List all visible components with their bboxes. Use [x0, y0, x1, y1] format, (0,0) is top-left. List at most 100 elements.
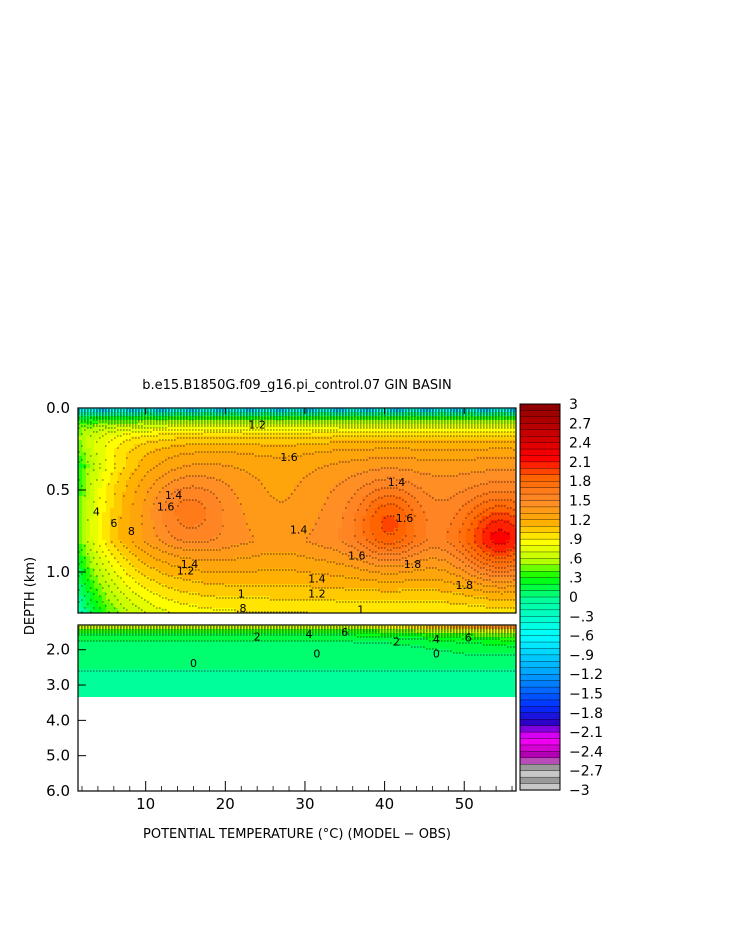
colorbar-band — [519, 448, 561, 457]
colorbar-label: .3 — [569, 571, 582, 587]
contour-label: 2 — [393, 636, 400, 649]
colorbar-band — [519, 513, 561, 521]
contour-label: .8 — [236, 602, 247, 615]
contour-label: 1.6 — [280, 451, 298, 464]
y-tick-label: 0.0 — [46, 399, 70, 417]
colorbar-band — [519, 538, 561, 547]
colorbar-band — [519, 686, 561, 695]
contour-label: 1.6 — [348, 550, 366, 563]
colorbar-band — [519, 622, 561, 630]
colorbar-band — [519, 680, 561, 688]
contour-label: 1.2 — [248, 418, 266, 431]
contour-label: 1.2 — [177, 564, 195, 577]
y-tick-label: 1.0 — [46, 563, 70, 581]
colorbar-band — [519, 429, 561, 437]
colorbar-band — [519, 423, 561, 431]
colorbar-band — [519, 455, 561, 463]
lower-panel — [77, 624, 517, 792]
colorbar-label: −1.8 — [569, 706, 603, 722]
colorbar-label: −.3 — [569, 609, 594, 625]
colorbar-band — [519, 442, 561, 450]
contour-label: 6 — [110, 517, 117, 530]
colorbar-band — [519, 596, 561, 605]
colorbar-band — [519, 435, 561, 444]
colorbar-label: −2.7 — [569, 764, 603, 780]
contour-label: 4 — [305, 628, 312, 641]
y-tick-label: 2.0 — [46, 641, 70, 659]
colorbar-band — [519, 545, 561, 553]
y-axis-label: DEPTH (km) — [23, 557, 38, 635]
colorbar-label: 2.4 — [569, 436, 591, 452]
colorbar-label: .6 — [569, 551, 582, 567]
colorbar-band — [519, 712, 561, 720]
colorbar-band — [519, 693, 561, 701]
contour-label: 1.4 — [290, 523, 308, 536]
contour-label: 8 — [128, 525, 135, 538]
y-tick-label: 4.0 — [46, 711, 70, 729]
colorbar-label: −2.1 — [569, 725, 603, 741]
contour-label: 1.6 — [157, 500, 175, 513]
contour-label: 1.4 — [308, 573, 326, 586]
colorbar-band — [519, 468, 561, 476]
colorbar-band — [519, 564, 561, 572]
colorbar-label: 1.5 — [569, 494, 591, 510]
colorbar-band — [519, 725, 561, 733]
colorbar-band — [519, 526, 561, 534]
x-tick-label: 20 — [216, 795, 235, 813]
colorbar-band — [519, 674, 561, 682]
colorbar-label: 1.8 — [569, 474, 591, 490]
colorbar-band — [519, 699, 561, 707]
colorbar-band — [519, 744, 561, 752]
colorbar-band — [519, 738, 561, 746]
colorbar-band — [519, 706, 561, 714]
colorbar-band — [519, 590, 561, 598]
contour-label: 1.4 — [181, 558, 199, 571]
colorbar-band — [519, 776, 561, 785]
colorbar-band — [519, 661, 561, 669]
colorbar-band — [519, 641, 561, 650]
contour-label: 1 — [357, 604, 364, 617]
colorbar-band — [519, 770, 561, 778]
colorbar-label: −3 — [569, 783, 590, 799]
contour-label: 1 — [238, 587, 245, 600]
colorbar-label: .9 — [569, 532, 582, 548]
colorbar-band — [519, 532, 561, 540]
y-tick-label: 3.0 — [46, 676, 70, 694]
colorbar-label: 3 — [569, 397, 578, 413]
colorbar-band — [519, 603, 561, 611]
colorbar-band — [519, 519, 561, 527]
colorbar-frame — [519, 403, 561, 791]
colorbar-band — [519, 731, 561, 740]
colorbar-band — [519, 654, 561, 662]
colorbar-band — [519, 577, 561, 585]
colorbar-label: 0 — [569, 590, 578, 606]
colorbar-band — [519, 667, 561, 675]
colorbar-band — [519, 506, 561, 514]
contour-label: 1.2 — [308, 587, 326, 600]
colorbar-label: −1.5 — [569, 687, 603, 703]
colorbar-band — [519, 648, 561, 656]
x-tick-label: 50 — [455, 795, 474, 813]
colorbar-band — [519, 493, 561, 502]
colorbar-label: 2.7 — [569, 416, 591, 432]
x-axis-label: POTENTIAL TEMPERATURE (°C) (MODEL − OBS) — [143, 827, 451, 842]
contour-label: 1.6 — [396, 512, 414, 525]
y-tick-label: 0.5 — [46, 481, 70, 499]
x-tick-label: 10 — [136, 795, 155, 813]
chart-title: b.e15.B1850G.f09_g16.pi_control.07 GIN B… — [142, 378, 451, 393]
axis-ticks: 10 20 30 40 500.00.51.02.03.04.05.06.0 — [46, 399, 513, 813]
colorbar-band — [519, 487, 561, 495]
colorbar-band — [519, 558, 561, 566]
colorbar-label: −2.4 — [569, 744, 603, 760]
contour-label: 1.8 — [404, 558, 422, 571]
colorbar-band — [519, 583, 561, 592]
colorbar-band — [519, 481, 561, 489]
colorbar-band — [519, 410, 561, 418]
colorbar-band — [519, 616, 561, 624]
contour-label: 6 — [341, 626, 348, 639]
colorbar-band — [519, 628, 561, 637]
colorbar-band — [519, 500, 561, 508]
upper-panel-frame — [77, 407, 517, 614]
